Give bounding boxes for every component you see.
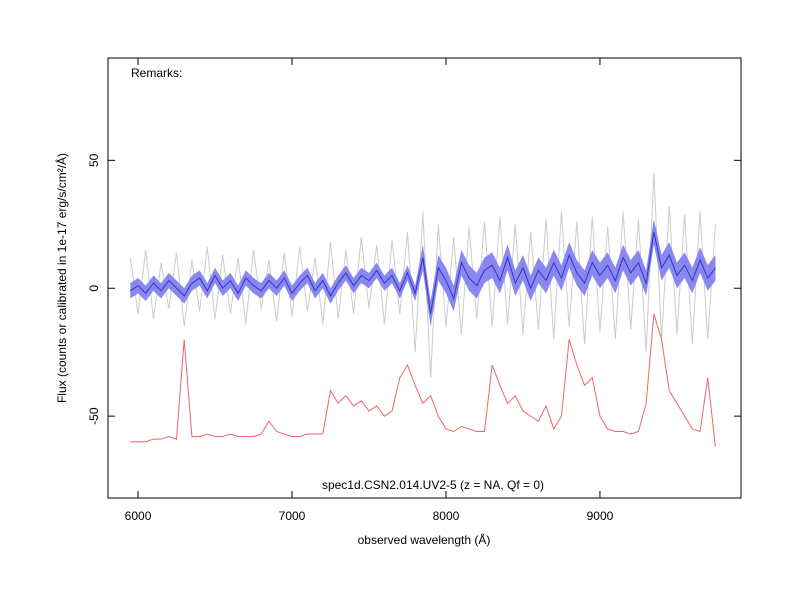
y-axis-label: Flux (counts or calibrated in 1e-17 erg/…	[54, 153, 69, 403]
spectrum-id: spec1d.CSN2.014.UV2-5 (z = NA, Qf = 0)	[322, 478, 544, 492]
y-tick-label: -50	[87, 407, 101, 425]
x-tick-label: 8000	[433, 509, 460, 523]
x-axis-label: observed wavelength (Å)	[358, 532, 491, 547]
spectrum-line	[130, 313, 716, 447]
error-band	[130, 219, 716, 327]
x-tick-label: 6000	[125, 509, 152, 523]
y-tick-label: 0	[87, 285, 101, 292]
x-tick-label: 9000	[587, 509, 614, 523]
y-tick-label: 50	[87, 153, 101, 167]
x-tick-label: 7000	[279, 509, 306, 523]
plot-frame	[107, 57, 742, 499]
spectrum-line	[130, 231, 716, 314]
spectrum-line	[129, 173, 716, 378]
remarks: Remarks:	[131, 66, 182, 80]
